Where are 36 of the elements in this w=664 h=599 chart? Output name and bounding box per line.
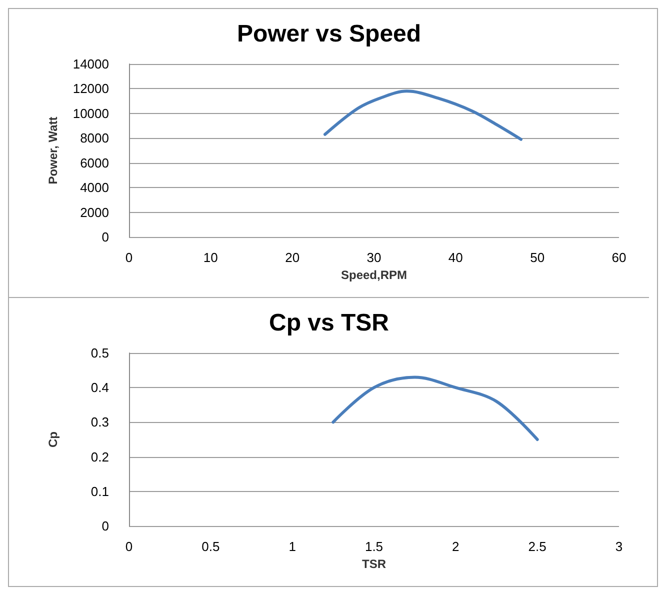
y-tick-label: 2000 bbox=[80, 204, 109, 220]
y-tick-label: 0 bbox=[102, 518, 109, 534]
y-tick-label: 0.3 bbox=[90, 414, 109, 430]
x-tick-label: 50 bbox=[530, 250, 545, 265]
x-tick-label: 2.5 bbox=[528, 539, 546, 554]
x-tick-label: 20 bbox=[285, 250, 300, 265]
y-tick-label: 0.5 bbox=[90, 346, 109, 360]
x-tick-label: 0.5 bbox=[202, 539, 220, 554]
y-axis-title: Cp bbox=[46, 432, 60, 448]
y-tick-label: 12000 bbox=[72, 81, 109, 96]
y-tick-label: 0.1 bbox=[90, 484, 109, 499]
x-tick-label: 1.5 bbox=[364, 539, 384, 554]
x-tick-label: 0 bbox=[125, 250, 133, 265]
y-tick-label: 0.4 bbox=[90, 380, 109, 396]
x-tick-label: 1 bbox=[288, 539, 296, 554]
x-axis-title: Speed,RPM bbox=[340, 268, 408, 282]
x-tick-label: 60 bbox=[612, 250, 626, 265]
y-tick-label: 0 bbox=[102, 230, 109, 244]
x-tick-label: 30 bbox=[366, 250, 382, 265]
y-tick-label: 10000 bbox=[72, 106, 109, 121]
x-tick-label: 2 bbox=[452, 539, 460, 554]
x-tick-label: 0 bbox=[125, 539, 133, 554]
x-tick-label: 40 bbox=[448, 250, 463, 265]
y-tick-label: 8000 bbox=[80, 130, 109, 146]
chart-title: Power vs Speed bbox=[236, 20, 422, 48]
line-series bbox=[332, 376, 539, 441]
y-tick-label: 14000 bbox=[72, 56, 109, 72]
x-tick-label: 3 bbox=[615, 539, 623, 554]
y-axis-title: Power, Watt bbox=[46, 116, 60, 184]
y-tick-label: 6000 bbox=[80, 155, 109, 170]
x-axis-title: TSR bbox=[362, 556, 386, 571]
line-series bbox=[324, 90, 522, 141]
y-tick-label: 4000 bbox=[80, 180, 109, 196]
y-tick-label: 0.2 bbox=[90, 449, 109, 464]
chart-title: Cp vs TSR bbox=[268, 310, 390, 336]
x-tick-label: 10 bbox=[203, 250, 218, 265]
